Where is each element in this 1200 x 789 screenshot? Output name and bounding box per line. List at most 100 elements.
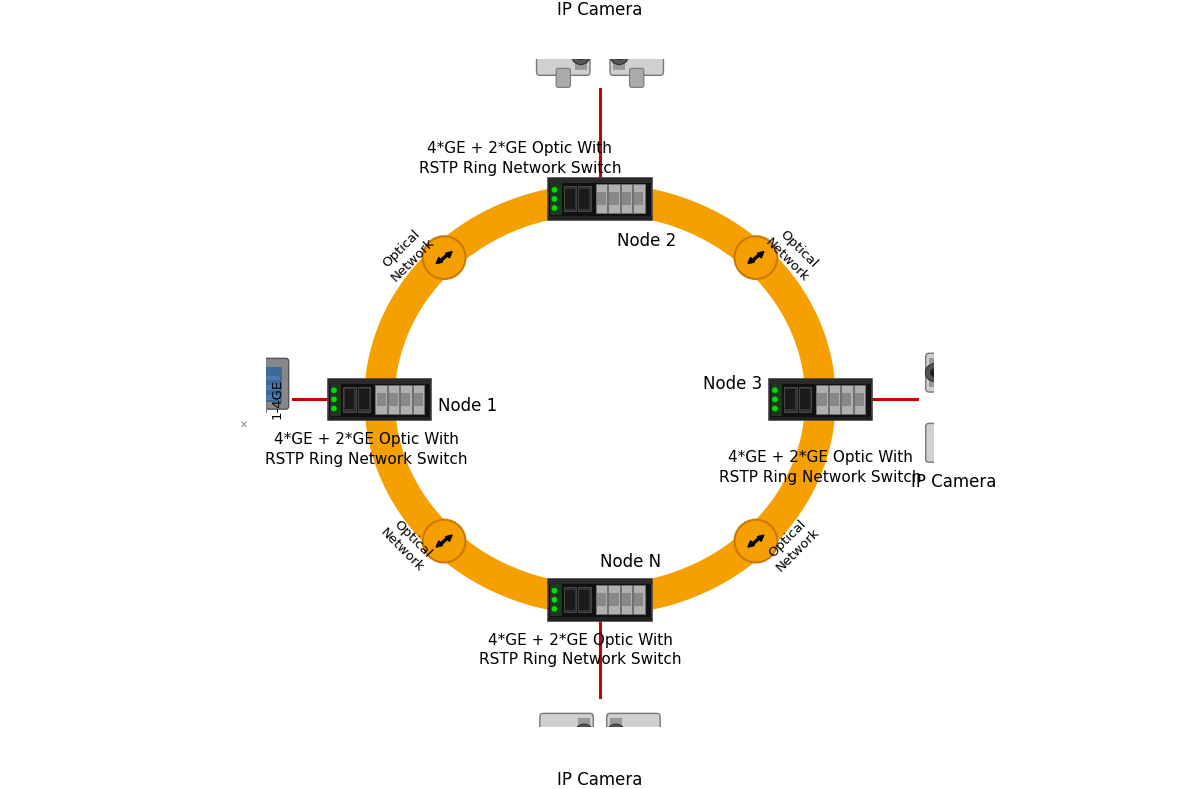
FancyBboxPatch shape: [596, 193, 606, 205]
Text: Optical
Network: Optical Network: [763, 514, 822, 574]
Text: Optical
Network: Optical Network: [378, 514, 437, 574]
Circle shape: [576, 50, 586, 60]
Circle shape: [614, 50, 624, 60]
FancyBboxPatch shape: [343, 387, 355, 412]
FancyBboxPatch shape: [634, 185, 644, 213]
FancyBboxPatch shape: [769, 379, 872, 420]
FancyBboxPatch shape: [376, 385, 386, 414]
FancyBboxPatch shape: [359, 390, 368, 409]
FancyBboxPatch shape: [548, 178, 652, 183]
FancyBboxPatch shape: [551, 585, 560, 615]
FancyBboxPatch shape: [344, 390, 354, 409]
FancyBboxPatch shape: [854, 393, 864, 406]
FancyBboxPatch shape: [961, 428, 972, 457]
FancyBboxPatch shape: [620, 585, 632, 615]
Circle shape: [610, 46, 629, 65]
Text: Optical
Network: Optical Network: [378, 224, 437, 284]
FancyBboxPatch shape: [800, 390, 810, 409]
Circle shape: [772, 387, 778, 393]
Circle shape: [734, 520, 778, 563]
FancyBboxPatch shape: [622, 593, 631, 606]
FancyBboxPatch shape: [413, 385, 424, 414]
FancyBboxPatch shape: [817, 393, 827, 406]
FancyBboxPatch shape: [635, 593, 643, 606]
Circle shape: [571, 46, 590, 65]
Text: IP Camera: IP Camera: [557, 771, 643, 789]
FancyBboxPatch shape: [830, 393, 839, 406]
Circle shape: [925, 364, 943, 382]
Circle shape: [422, 236, 466, 279]
FancyBboxPatch shape: [565, 189, 575, 209]
FancyBboxPatch shape: [578, 719, 590, 749]
Circle shape: [575, 724, 594, 742]
FancyBboxPatch shape: [630, 69, 644, 88]
FancyBboxPatch shape: [559, 746, 574, 765]
Circle shape: [552, 205, 557, 211]
FancyBboxPatch shape: [596, 593, 606, 606]
Circle shape: [772, 396, 778, 402]
Text: Node 3: Node 3: [703, 375, 762, 393]
FancyBboxPatch shape: [610, 193, 618, 205]
Circle shape: [552, 196, 557, 202]
FancyBboxPatch shape: [786, 390, 796, 409]
FancyBboxPatch shape: [328, 417, 431, 420]
FancyBboxPatch shape: [944, 385, 958, 403]
Text: IP Camera: IP Camera: [557, 1, 643, 18]
Text: 4*GE + 2*GE Optic With
RSTP Ring Network Switch: 4*GE + 2*GE Optic With RSTP Ring Network…: [719, 451, 922, 485]
FancyBboxPatch shape: [608, 185, 619, 213]
FancyBboxPatch shape: [245, 376, 281, 380]
FancyBboxPatch shape: [580, 590, 589, 610]
FancyBboxPatch shape: [929, 358, 940, 387]
Circle shape: [772, 406, 778, 411]
FancyBboxPatch shape: [564, 587, 576, 612]
FancyBboxPatch shape: [548, 617, 652, 620]
FancyBboxPatch shape: [401, 385, 412, 414]
Circle shape: [552, 588, 557, 593]
Text: Optical
Network: Optical Network: [763, 224, 822, 284]
FancyBboxPatch shape: [548, 216, 652, 219]
Text: ✕: ✕: [240, 420, 248, 430]
FancyBboxPatch shape: [551, 183, 560, 215]
FancyBboxPatch shape: [236, 358, 289, 409]
Text: Node 1: Node 1: [438, 397, 497, 415]
FancyBboxPatch shape: [634, 585, 644, 615]
Circle shape: [331, 396, 337, 402]
FancyBboxPatch shape: [799, 387, 811, 412]
FancyBboxPatch shape: [608, 585, 619, 615]
FancyBboxPatch shape: [548, 178, 652, 219]
Circle shape: [552, 187, 557, 193]
Circle shape: [331, 406, 337, 411]
FancyBboxPatch shape: [245, 395, 281, 400]
FancyBboxPatch shape: [548, 579, 652, 620]
Circle shape: [734, 236, 778, 279]
FancyBboxPatch shape: [258, 403, 266, 413]
FancyBboxPatch shape: [536, 36, 590, 75]
FancyBboxPatch shape: [610, 593, 618, 606]
FancyBboxPatch shape: [401, 393, 410, 406]
FancyBboxPatch shape: [610, 719, 622, 749]
FancyBboxPatch shape: [242, 367, 282, 402]
FancyBboxPatch shape: [414, 393, 422, 406]
FancyBboxPatch shape: [610, 36, 664, 75]
FancyBboxPatch shape: [853, 385, 865, 414]
FancyBboxPatch shape: [229, 401, 259, 449]
Circle shape: [930, 368, 938, 377]
FancyBboxPatch shape: [235, 413, 253, 418]
FancyBboxPatch shape: [540, 713, 593, 753]
FancyBboxPatch shape: [769, 417, 872, 420]
FancyBboxPatch shape: [328, 379, 431, 420]
Text: IP Camera: IP Camera: [912, 473, 997, 491]
FancyBboxPatch shape: [330, 383, 340, 415]
FancyBboxPatch shape: [548, 579, 652, 584]
Circle shape: [552, 597, 557, 603]
FancyBboxPatch shape: [816, 385, 828, 414]
FancyBboxPatch shape: [613, 40, 625, 70]
FancyBboxPatch shape: [377, 393, 385, 406]
FancyBboxPatch shape: [556, 69, 570, 88]
FancyBboxPatch shape: [578, 186, 590, 211]
Text: 4*GE + 2*GE Optic With
RSTP Ring Network Switch: 4*GE + 2*GE Optic With RSTP Ring Network…: [419, 140, 622, 175]
FancyBboxPatch shape: [622, 193, 631, 205]
Text: Node 2: Node 2: [617, 232, 676, 249]
FancyBboxPatch shape: [235, 435, 253, 440]
FancyBboxPatch shape: [580, 189, 589, 209]
